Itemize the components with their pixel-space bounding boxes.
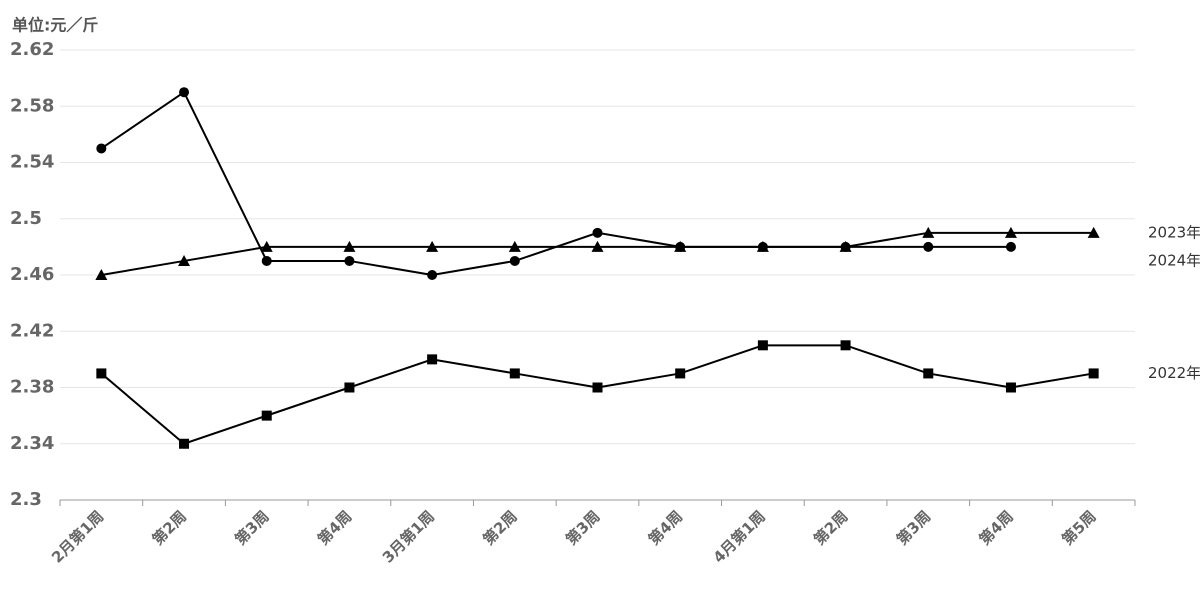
series-label: 2024年	[1148, 251, 1200, 269]
point	[427, 354, 438, 365]
point	[427, 270, 438, 280]
x-tick-label: 第5周	[1058, 507, 1099, 548]
y-tick-label: 2.42	[10, 320, 54, 341]
point	[757, 241, 768, 252]
point	[178, 254, 191, 266]
point	[509, 368, 520, 379]
y-tick-label: 2.5	[10, 208, 42, 229]
point	[426, 240, 439, 252]
series-line	[101, 231, 1094, 276]
unit-label: 单位:元／斤	[12, 16, 98, 35]
point	[179, 438, 190, 449]
point	[344, 382, 355, 393]
x-tick-label: 第4周	[976, 507, 1017, 548]
point	[260, 240, 273, 252]
x-tick-label: 第4周	[645, 507, 686, 548]
x-tick-label: 2月第1周	[48, 507, 107, 566]
point	[840, 241, 851, 252]
point	[1004, 226, 1017, 238]
series-label: 2022年	[1148, 364, 1200, 382]
x-tick-label: 第3周	[231, 507, 272, 548]
point	[923, 368, 934, 379]
y-tick-label: 2.3	[10, 489, 42, 510]
series-label: 2023年	[1148, 223, 1200, 241]
point	[508, 240, 521, 252]
point	[592, 227, 603, 238]
point	[675, 241, 686, 252]
y-tick-label: 2.58	[10, 95, 54, 116]
x-tick-label: 第3周	[562, 507, 603, 548]
point	[1005, 241, 1016, 252]
series-line	[100, 90, 1011, 277]
x-tick-label: 第3周	[893, 507, 934, 548]
x-tick-label: 第4周	[314, 507, 355, 548]
point	[1005, 382, 1016, 393]
point	[757, 340, 768, 351]
y-tick-label: 2.38	[10, 377, 54, 398]
point	[96, 368, 107, 379]
point	[923, 241, 934, 252]
x-tick-label: 第2周	[479, 507, 520, 548]
point	[179, 87, 190, 98]
point	[922, 226, 935, 238]
point	[840, 340, 851, 351]
point	[591, 240, 604, 252]
point	[96, 143, 107, 154]
point	[261, 410, 272, 421]
point	[1088, 368, 1099, 379]
x-tick-label: 第2周	[810, 507, 851, 548]
point	[1087, 226, 1100, 238]
y-tick-label: 2.54	[10, 152, 54, 173]
x-tick-label: 第2周	[149, 507, 190, 548]
series-line	[100, 344, 1094, 445]
point	[95, 269, 108, 280]
point	[592, 382, 603, 393]
y-tick-label: 2.62	[10, 39, 54, 60]
point	[344, 255, 355, 266]
x-tick-label: 4月第1周	[710, 507, 769, 566]
point	[675, 368, 686, 379]
point	[343, 240, 356, 252]
point	[261, 255, 272, 266]
x-tick-label: 3月第1周	[379, 507, 438, 566]
point	[509, 255, 520, 266]
y-tick-label: 2.34	[10, 433, 54, 454]
y-tick-label: 2.46	[10, 264, 54, 285]
